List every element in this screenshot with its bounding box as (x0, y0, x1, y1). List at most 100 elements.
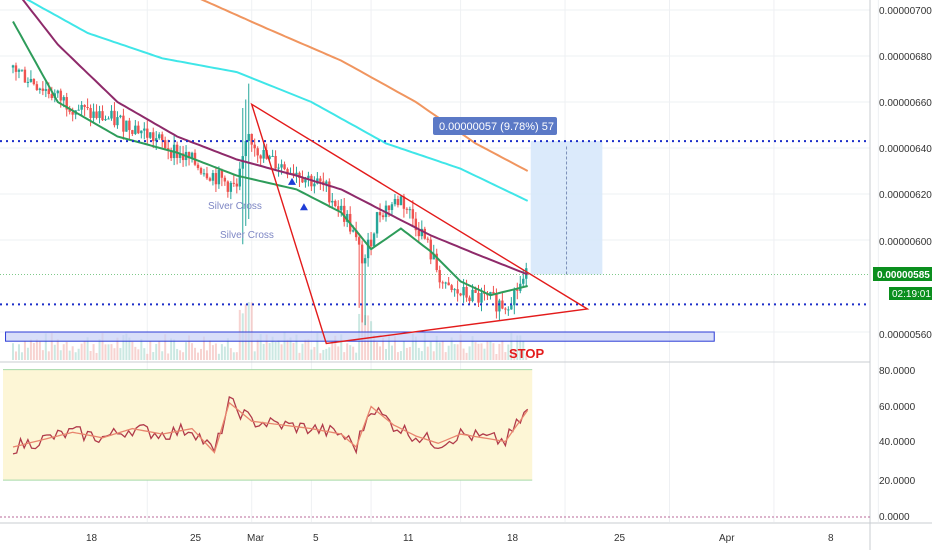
volume-bar (38, 341, 41, 360)
candle-body (477, 292, 480, 303)
volume-bar (435, 335, 438, 360)
candle-body (351, 230, 355, 232)
volume-bar (173, 339, 176, 360)
candle-body (510, 305, 513, 310)
volume-bar (489, 341, 492, 360)
volume-bar (205, 350, 208, 360)
candle-body (414, 218, 418, 231)
rsi-label-60: 60.0000 (879, 402, 916, 413)
candle-body (101, 111, 104, 121)
volume-bar (62, 344, 65, 360)
time-label-mar18: 18 (507, 533, 519, 544)
volume-bar (307, 339, 310, 360)
candle-body (304, 178, 307, 183)
support-box (5, 331, 715, 342)
candle-body (235, 183, 238, 187)
volume-bar (98, 339, 101, 360)
candle-body (92, 111, 95, 118)
measure-box[interactable] (0, 141, 870, 275)
candle-body (328, 181, 331, 203)
candle-body (334, 200, 337, 207)
candle-body (187, 151, 191, 159)
candle-body (489, 291, 492, 296)
volume-bar (343, 352, 346, 360)
candle-body (492, 291, 495, 294)
candle-body (340, 205, 343, 211)
candle-body (307, 175, 310, 179)
candle-body (214, 173, 218, 185)
volume-bar (155, 343, 158, 360)
candle-body (14, 65, 18, 72)
volume-bar (259, 334, 262, 360)
volume-bar (396, 352, 399, 360)
candle-body (429, 239, 432, 260)
moving-averages[interactable] (12, 0, 529, 297)
measure-tooltip[interactable]: 0.00000057 (9.78%) 57 (433, 117, 557, 135)
candle-body (366, 239, 370, 259)
candle-body (381, 215, 385, 218)
triangle-pattern (250, 102, 590, 345)
time-label-feb18: 18 (86, 533, 98, 544)
rsi-label-80: 80.0000 (879, 366, 916, 377)
candle-body (98, 111, 101, 118)
candle-body (474, 289, 477, 293)
volume-bar (337, 346, 340, 360)
volume-bar (137, 349, 140, 360)
candle-body (80, 105, 83, 110)
volume-bar (444, 352, 447, 360)
volume-bar (23, 341, 26, 360)
volume-bar (20, 352, 23, 360)
volume-bar (170, 338, 173, 360)
time-label-mar25: 25 (614, 533, 626, 544)
candle-body (44, 89, 48, 91)
volume-bar (182, 352, 185, 360)
candle-body (390, 204, 394, 211)
volume-bar (247, 302, 250, 360)
volume-bar (340, 334, 343, 360)
candle-body (149, 132, 152, 138)
volume-bar (167, 353, 170, 360)
volume-bar (235, 352, 238, 360)
candle-body (119, 115, 122, 118)
volume-bar (268, 343, 271, 360)
drawings[interactable] (5, 102, 715, 345)
candle-body (313, 183, 316, 187)
candle-body (32, 78, 36, 85)
volume-bar (414, 336, 417, 360)
candle-body (417, 230, 421, 237)
candle-body (178, 153, 182, 158)
candle-body (131, 130, 134, 134)
candle-body (420, 228, 424, 237)
volume-bar (50, 332, 53, 360)
candle-body (104, 119, 107, 121)
volume-bar (253, 351, 256, 360)
volume-bar (507, 344, 510, 360)
volume-bar (116, 337, 119, 360)
volume-bar (110, 344, 113, 360)
candle-body (35, 84, 39, 90)
volume-bar (471, 336, 474, 360)
last-price-label: 0.00000585 (877, 270, 930, 281)
candle-body (244, 140, 247, 157)
volume-bar (217, 353, 220, 360)
candle-body (137, 125, 140, 134)
volume-bar (53, 344, 56, 360)
candle-body (498, 300, 501, 312)
volume-bar (349, 345, 352, 360)
dotted-levels[interactable] (0, 140, 870, 306)
volume-bar (283, 332, 286, 360)
candle-body (95, 111, 98, 118)
candle-body (59, 90, 62, 101)
volume-bar (432, 351, 435, 360)
candle-body (450, 285, 453, 290)
volume-bar (313, 347, 316, 360)
candle-body (283, 164, 286, 170)
volume-bar (68, 350, 71, 360)
measure-tooltip-bg (433, 117, 557, 135)
candle-body (507, 309, 510, 311)
volume-bar (164, 334, 167, 360)
volume-bar (513, 350, 516, 360)
volume-bar (423, 332, 426, 360)
